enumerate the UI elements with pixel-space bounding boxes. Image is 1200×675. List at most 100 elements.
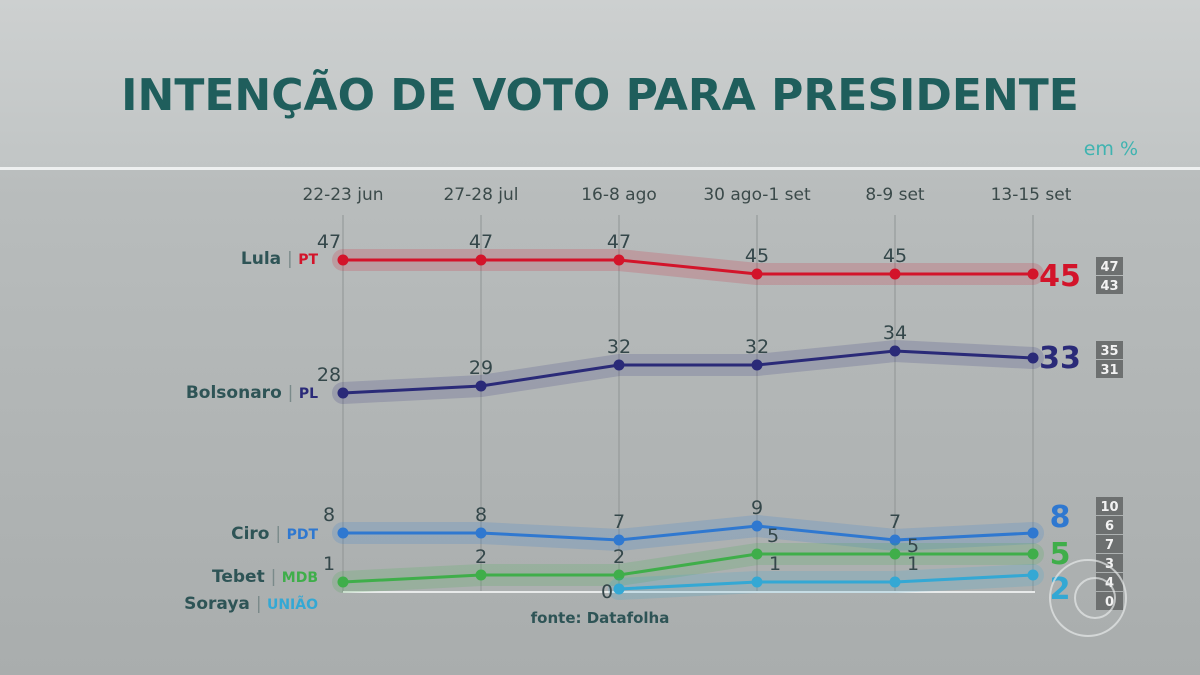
candidate-label: Lula | PT <box>241 249 319 269</box>
range-value: 43 <box>1100 279 1118 294</box>
x-tick-label: 8-9 set <box>865 185 924 205</box>
range-box <box>1096 592 1123 610</box>
x-tick-label: 22-23 jun <box>302 185 383 205</box>
data-label: 45 <box>745 245 769 267</box>
data-point <box>475 569 487 581</box>
candidate-label: Soraya | UNIÃO <box>184 594 318 614</box>
range-value: 3 <box>1105 557 1114 572</box>
data-label: 34 <box>883 322 907 344</box>
range-box <box>1096 516 1123 534</box>
data-label: 5 <box>907 535 919 557</box>
final-value-label: 33 <box>1039 341 1081 376</box>
data-point <box>889 268 901 280</box>
data-label: 8 <box>475 504 487 526</box>
range-value: 10 <box>1100 500 1118 515</box>
x-tick-label: 16-8 ago <box>581 185 657 205</box>
range-value: 35 <box>1100 344 1118 359</box>
data-point <box>337 576 349 588</box>
final-value-label: 2 <box>1050 572 1071 607</box>
source-label: fonte: Datafolha <box>531 609 670 627</box>
data-point <box>337 527 349 539</box>
data-label: 45 <box>883 245 907 267</box>
range-box <box>1096 257 1123 275</box>
final-value-label: 45 <box>1039 259 1081 294</box>
data-point <box>1027 569 1039 581</box>
range-value: 7 <box>1105 538 1114 553</box>
x-tick-label: 30 ago-1 set <box>703 185 811 205</box>
candidate-label: Ciro | PDT <box>231 524 318 544</box>
data-label: 7 <box>889 511 901 533</box>
data-point <box>337 254 349 266</box>
range-box <box>1096 276 1123 294</box>
range-box <box>1096 497 1123 515</box>
range-box <box>1096 360 1123 378</box>
data-point <box>613 569 625 581</box>
data-point <box>1027 527 1039 539</box>
candidate-label: Bolsonaro | PL <box>186 383 318 403</box>
unit-label: em % <box>1083 138 1138 160</box>
divider <box>0 167 1200 170</box>
final-value-label: 5 <box>1050 537 1071 572</box>
range-box <box>1096 535 1123 553</box>
logo-watermark <box>1049 559 1127 637</box>
logo-watermark-inner <box>1074 577 1116 619</box>
data-label: 2 <box>475 546 487 568</box>
title-bar <box>0 0 1200 168</box>
data-point <box>751 359 763 371</box>
data-point <box>889 548 901 560</box>
range-box <box>1096 554 1123 572</box>
data-point <box>475 380 487 392</box>
data-point <box>751 548 763 560</box>
data-point <box>475 254 487 266</box>
data-point <box>751 520 763 532</box>
data-label: 47 <box>607 231 631 253</box>
data-label: 2 <box>613 546 625 568</box>
series-line-lula <box>343 258 1033 276</box>
data-point <box>613 534 625 546</box>
range-value: 0 <box>1105 595 1114 610</box>
data-label: 47 <box>317 231 341 253</box>
data-label: 47 <box>469 231 493 253</box>
range-box <box>1096 341 1123 359</box>
data-label: 32 <box>607 336 631 358</box>
data-label: 1 <box>769 553 781 575</box>
chart-title: INTENÇÃO DE VOTO PARA PRESIDENTE <box>121 70 1079 121</box>
range-value: 47 <box>1100 260 1118 275</box>
x-tick-label: 27-28 jul <box>443 185 518 205</box>
data-point <box>1027 352 1039 364</box>
candidate-label: Tebet | MDB <box>212 567 318 587</box>
data-label: 0 <box>601 581 613 603</box>
data-point <box>751 576 763 588</box>
data-label: 28 <box>317 364 341 386</box>
data-point <box>751 268 763 280</box>
data-label: 8 <box>323 504 335 526</box>
data-point <box>475 527 487 539</box>
data-label: 5 <box>767 525 779 547</box>
data-label: 7 <box>613 511 625 533</box>
range-box <box>1096 573 1123 591</box>
series-line-ciro <box>343 524 1034 542</box>
data-label: 29 <box>469 357 493 379</box>
data-point <box>889 345 901 357</box>
data-point <box>1027 548 1039 560</box>
data-label: 1 <box>907 553 919 575</box>
series-line-tebet <box>342 552 1033 584</box>
data-point <box>889 576 901 588</box>
series-line-soraya <box>618 573 1034 591</box>
final-value-label: 8 <box>1050 500 1071 535</box>
range-value: 6 <box>1105 519 1114 534</box>
data-point <box>613 254 625 266</box>
range-value: 31 <box>1100 363 1118 378</box>
data-point <box>613 583 625 595</box>
data-point <box>613 359 625 371</box>
data-point <box>1027 268 1039 280</box>
x-tick-label: 13-15 set <box>991 185 1072 205</box>
series-line-bolsonaro <box>342 349 1034 395</box>
data-point <box>889 534 901 546</box>
data-label: 1 <box>323 553 335 575</box>
data-point <box>337 387 349 399</box>
data-label: 32 <box>745 336 769 358</box>
data-label: 9 <box>751 497 763 519</box>
